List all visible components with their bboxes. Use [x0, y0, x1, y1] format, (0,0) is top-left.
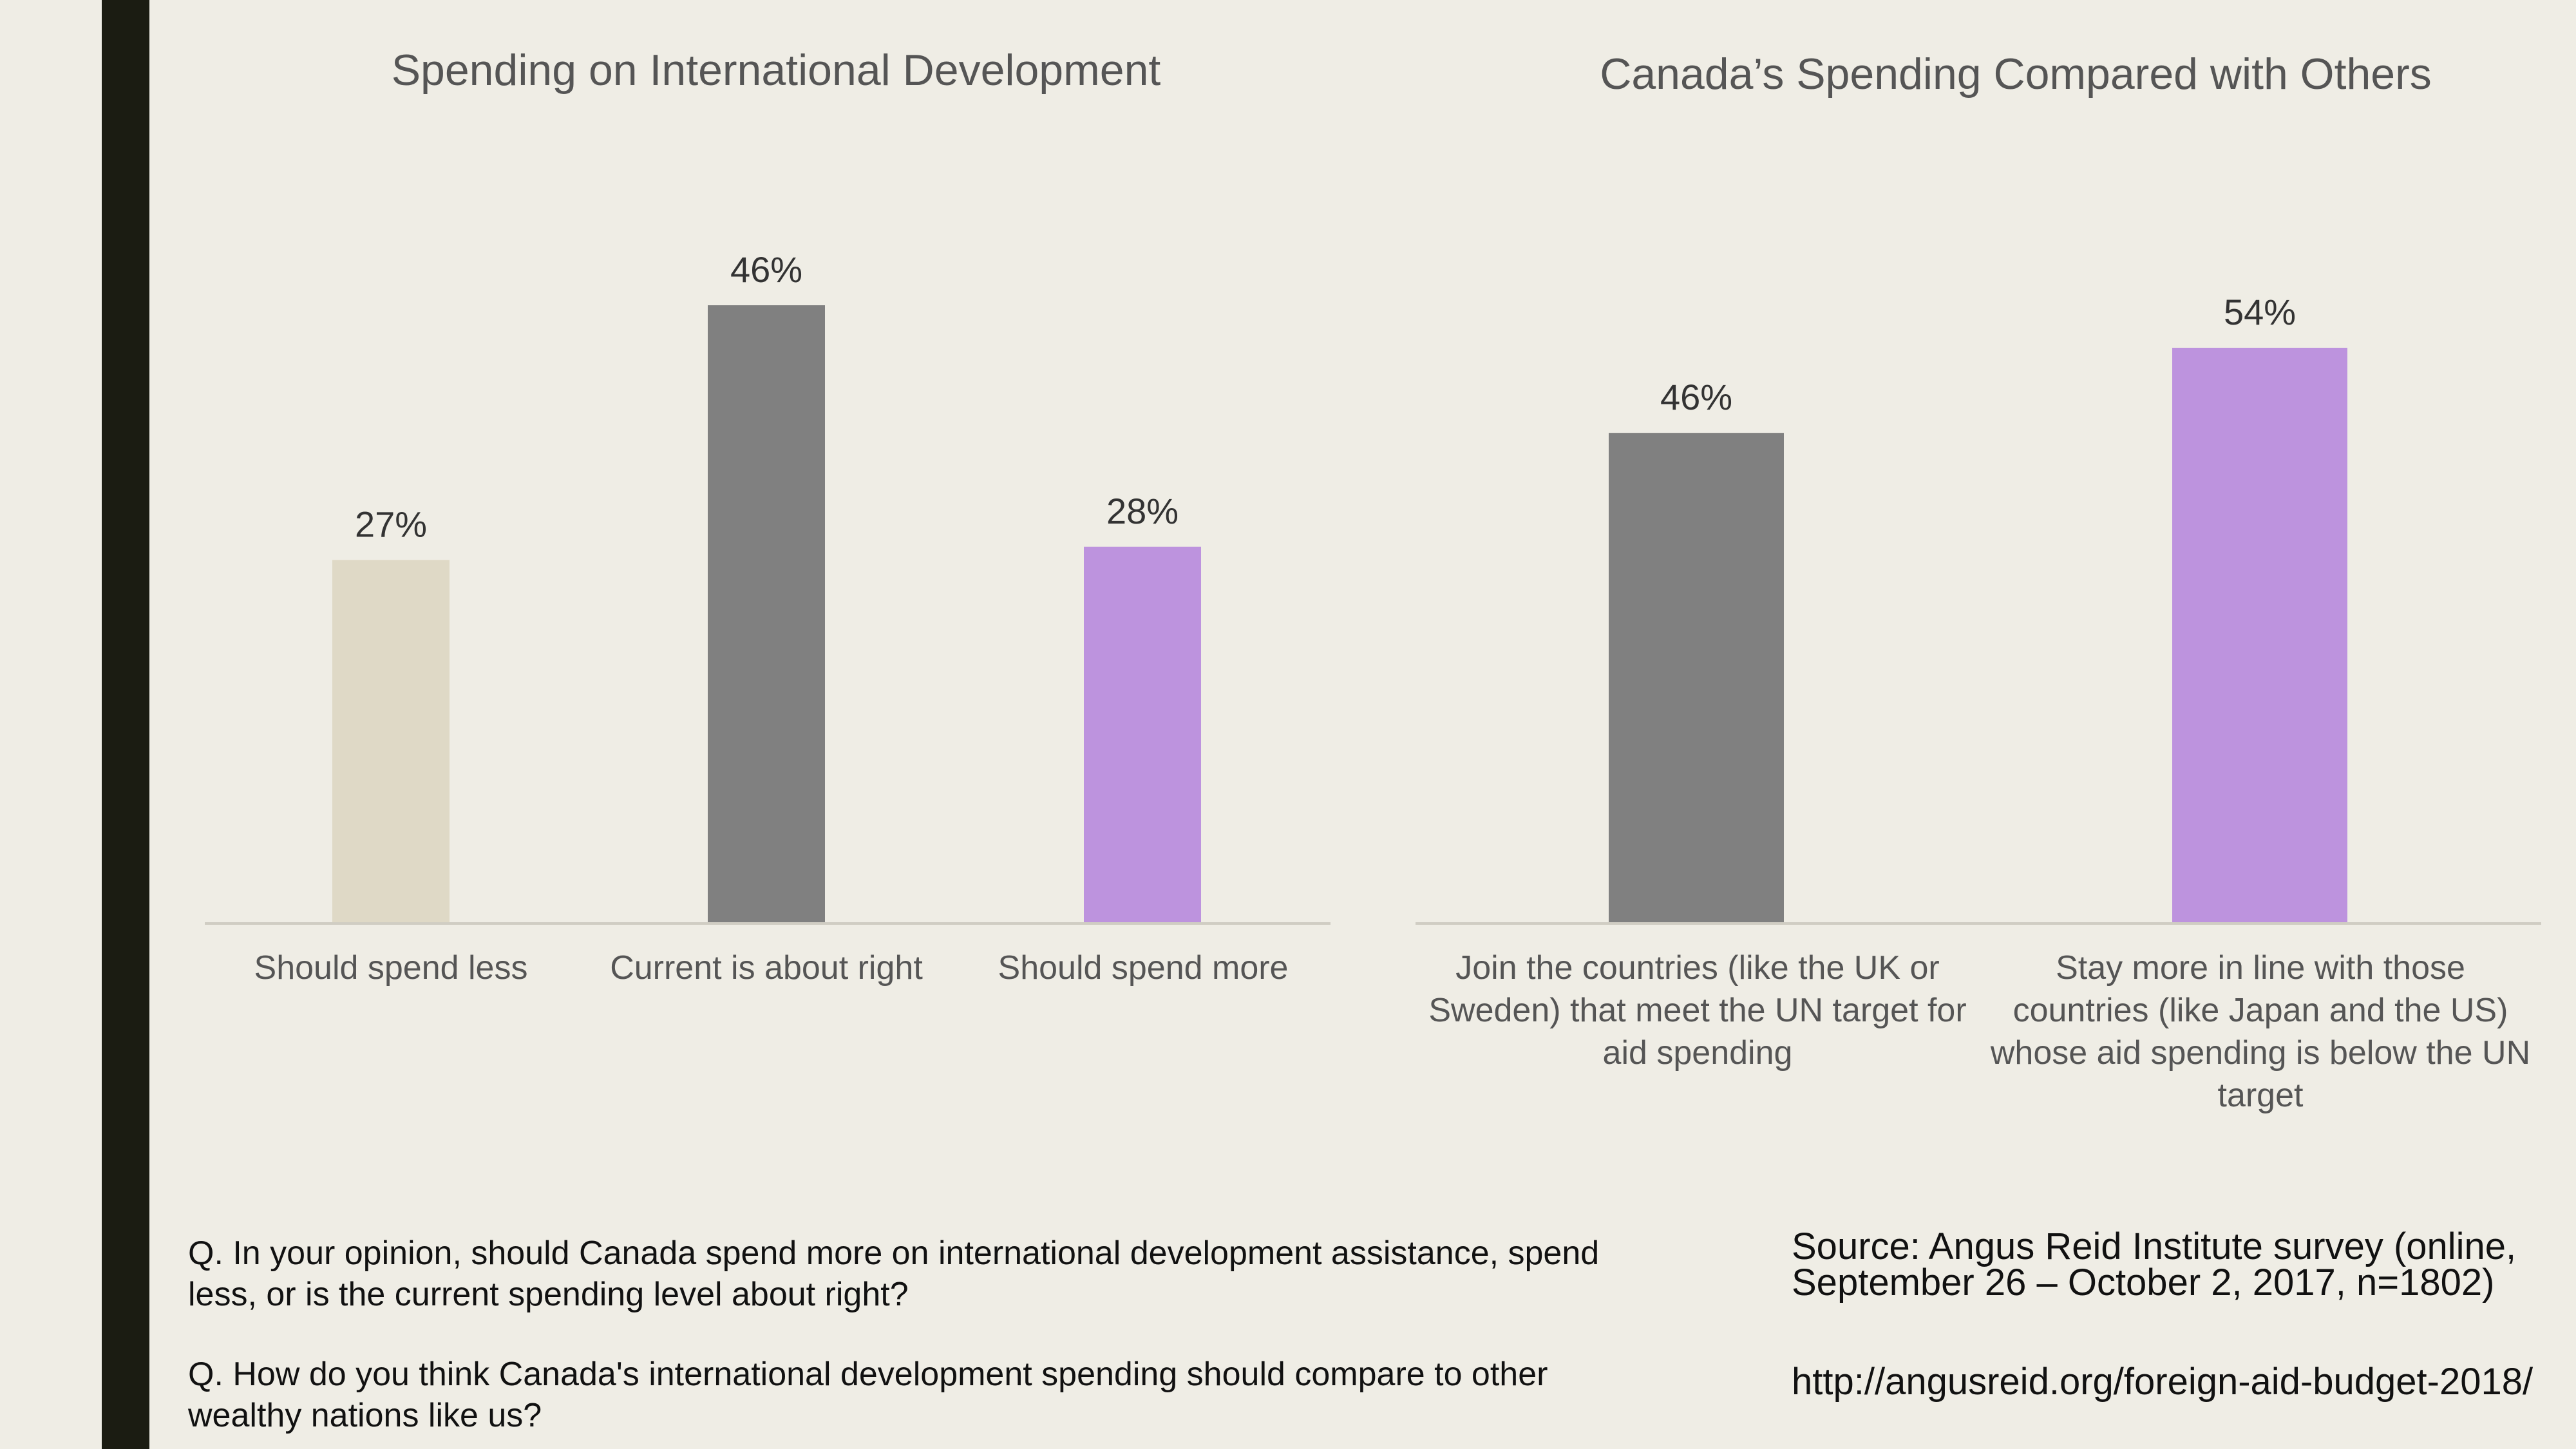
chart1-data-label-1: 46% [730, 249, 802, 290]
source-citation: Source: Angus Reid Institute survey (onl… [1792, 1226, 2517, 1303]
chart1-title: Spending on International Development [391, 46, 1161, 95]
chart2-category-label-0: Join the countries (like the UK or Swede… [1428, 949, 1967, 1072]
chart2-category-label-1: Stay more in line with those countries (… [1990, 949, 2531, 1114]
chart1-category-label-2: Should spend more [998, 949, 1289, 987]
question-2: Q. How do you think Canada's internation… [188, 1356, 1548, 1434]
chart1-category-label-1: Current is about right [610, 949, 923, 987]
chart1-bar-current-is-about-right [708, 305, 825, 922]
chart1-data-label-2: 28% [1106, 491, 1179, 531]
source-url[interactable]: http://angusreid.org/foreign-aid-budget-… [1792, 1361, 2533, 1403]
chart2-title: Canada’s Spending Compared with Others [1600, 50, 2432, 99]
chart2-bar-stay-below-un-target [2172, 348, 2347, 922]
question-1: Q. In your opinion, should Canada spend … [188, 1235, 1600, 1313]
chart2-data-label-0: 46% [1660, 377, 1732, 417]
chart2-data-label-1: 54% [2224, 292, 2296, 332]
chart1-data-label-0: 27% [355, 504, 427, 545]
left-accent-bar [102, 0, 149, 1449]
chart1-category-label-0: Should spend less [254, 949, 528, 987]
chart2-bar-join-un-target [1609, 433, 1784, 922]
chart1-bar-should-spend-less [332, 560, 450, 922]
chart1-bar-should-spend-more [1084, 546, 1201, 922]
